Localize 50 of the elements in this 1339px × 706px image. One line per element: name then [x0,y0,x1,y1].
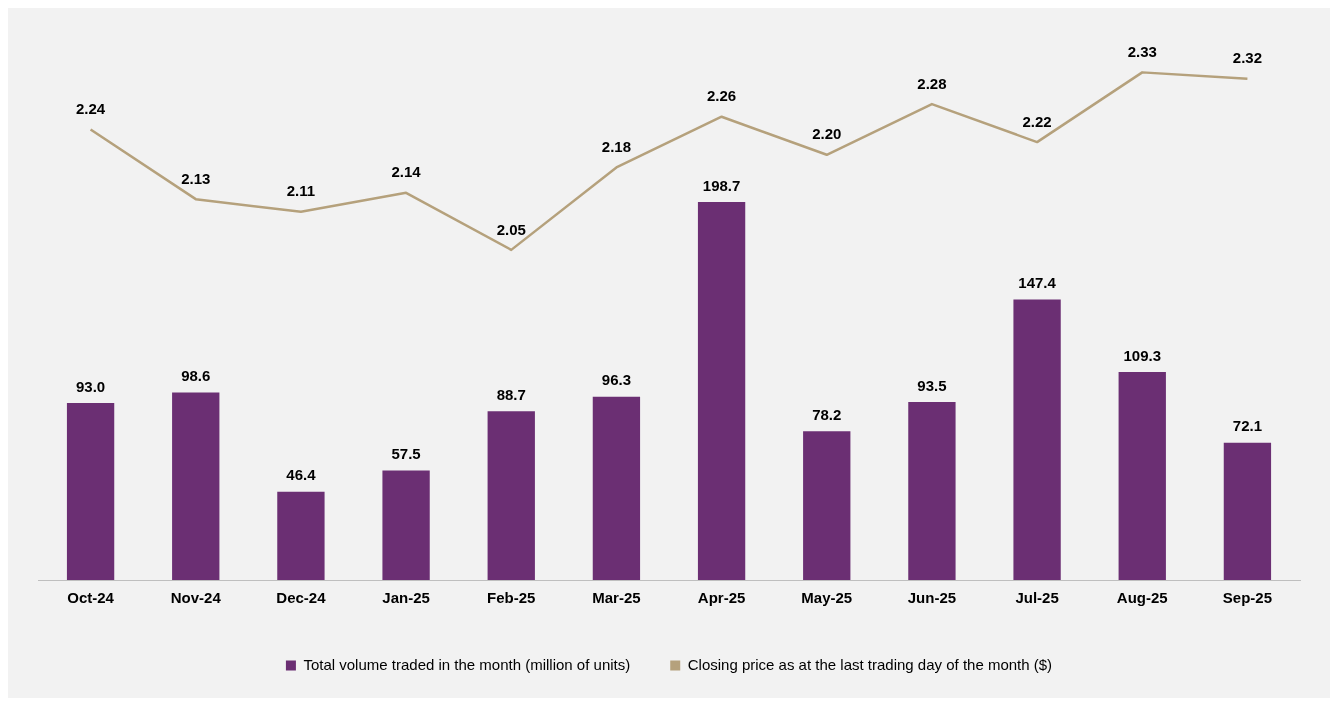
x-tick-label: Jan-25 [382,589,430,607]
data-label: 147.4 [1018,274,1057,292]
x-tick-label: Nov-24 [170,589,222,607]
data-label: 2.26 [706,87,737,105]
bar [1118,372,1166,580]
legend-label: Total volume traded in the month (million of units) [303,655,631,673]
data-label: 2.33 [1127,43,1157,61]
data-label: 2.32 [1232,49,1263,67]
data-label: 2.11 [286,182,316,200]
data-label: 46.4 [286,466,317,484]
x-tick-label: Jun-25 [907,589,957,607]
data-label: 96.3 [601,371,632,389]
legend-label: Closing price as at the last trading day of the month ($) [687,655,1053,673]
data-label: 2.14 [391,163,422,181]
bar [908,402,956,580]
data-label: 2.18 [601,138,632,156]
bar [382,470,430,580]
bar [1013,299,1061,580]
data-label: 109.3 [1123,346,1162,364]
x-tick-label: Mar-25 [592,589,641,607]
data-label: 78.2 [812,405,842,423]
x-tick-label: Sep-25 [1222,589,1273,607]
data-label: 98.6 [181,367,211,385]
data-label: 2.24 [75,100,106,118]
data-label: 57.5 [391,445,421,463]
x-tick-label: Apr-25 [697,589,746,607]
x-tick-label: Jul-25 [1015,589,1059,607]
x-tick-label: Dec-24 [276,589,327,607]
bar [1223,442,1272,580]
bar [277,491,325,580]
data-label: 2.22 [1022,112,1052,130]
x-tick-label: Aug-25 [1116,589,1168,607]
data-label: 2.28 [917,74,947,92]
data-label: 93.0 [75,377,106,395]
bar [172,392,220,580]
data-label: 198.7 [702,176,741,194]
x-tick-label: May-25 [801,589,853,607]
data-label: 88.7 [496,385,526,403]
bar [697,201,746,580]
bar [592,396,641,580]
bar [803,431,851,580]
data-label: 2.20 [812,125,842,143]
bar [487,411,535,580]
data-label: 93.5 [917,376,947,394]
data-label: 72.1 [1232,417,1263,435]
data-label: 2.13 [181,169,211,187]
x-tick-label: Oct-24 [67,589,115,607]
x-tick-label: Feb-25 [487,589,536,607]
bar [66,403,115,580]
data-label: 2.05 [496,220,526,238]
